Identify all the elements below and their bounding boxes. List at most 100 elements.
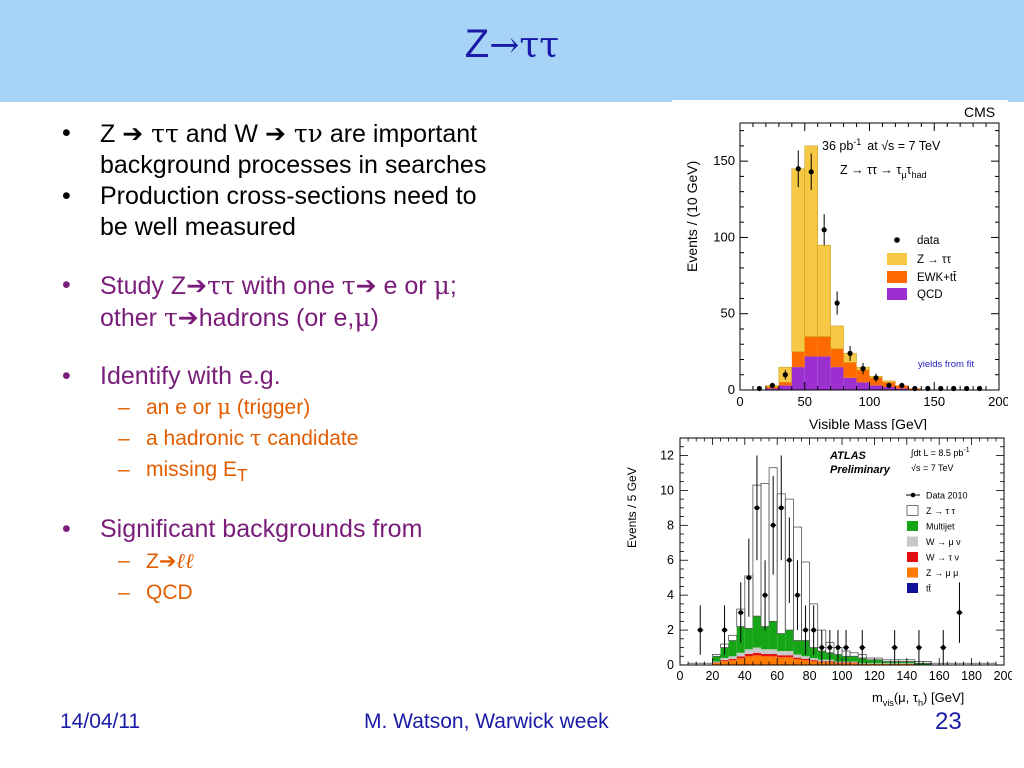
atlas-y-tick-label: 8 — [667, 518, 674, 532]
atlas-y-tick-label: 6 — [667, 553, 674, 567]
atlas-lumi: ∫dt L = 8.5 pb-1 — [910, 447, 970, 458]
atlas-data-point — [746, 575, 752, 581]
atlas-wmunu-bar — [777, 651, 786, 656]
cms-data-point — [808, 169, 814, 175]
cms-ewk-bar — [804, 336, 818, 357]
atlas-wtaunu-bar — [809, 660, 818, 662]
cms-data-point — [951, 385, 957, 392]
atlas-zmumu-bar — [720, 661, 729, 665]
cms-data-point — [860, 366, 866, 372]
cms-ewk-bar — [843, 362, 857, 378]
atlas-data-point — [803, 627, 808, 633]
cms-ztt-bar — [817, 244, 831, 337]
atlas-ztt-bar — [882, 659, 892, 662]
sub-bullet-z-ll: – Z➔ℓℓ — [118, 548, 195, 574]
cms-qcd-bar — [817, 356, 831, 390]
cms-ewk-bar — [830, 348, 844, 368]
atlas-multijet-bar — [769, 621, 778, 650]
atlas-legend-swatch — [906, 505, 919, 516]
cms-qcd-bar — [830, 367, 844, 390]
cms-data-point — [925, 385, 931, 392]
cms-data-point — [886, 382, 892, 389]
title-bar — [0, 0, 1024, 102]
atlas-x-tick-label: 200 — [994, 669, 1012, 683]
atlas-wtaunu-bar — [752, 652, 761, 656]
atlas-wtaunu-bar — [712, 662, 721, 664]
atlas-y-tick-label: 2 — [667, 623, 674, 637]
cms-data-point — [847, 350, 853, 356]
atlas-ztt-bar — [898, 659, 908, 662]
atlas-zmumu-bar — [850, 663, 859, 665]
atlas-wmunu-bar — [720, 658, 729, 661]
atlas-wmunu-bar — [898, 663, 907, 664]
cms-process: Z → ττ → τμτhad — [840, 163, 927, 180]
cms-legend-label: data — [917, 235, 940, 247]
atlas-zmumu-bar — [777, 657, 786, 665]
cms-data-point — [821, 227, 827, 233]
atlas-zmumu-bar — [744, 656, 753, 665]
atlas-zmumu-bar — [736, 658, 745, 665]
atlas-multijet-bar — [850, 656, 859, 662]
atlas-data-point — [795, 592, 800, 598]
bullet-significant-backgrounds: • Significant backgrounds from — [62, 515, 423, 544]
footer-author: M. Watson, Warwick week — [364, 710, 609, 733]
atlas-x-tick-label: 80 — [803, 669, 817, 683]
atlas-multijet-bar — [874, 659, 883, 664]
atlas-data-point — [819, 645, 825, 650]
cms-y-tick-label: 50 — [721, 306, 735, 321]
atlas-x-tick-label: 120 — [864, 669, 885, 683]
atlas-wmunu-bar — [874, 663, 883, 664]
atlas-wmunu-bar — [712, 661, 721, 663]
atlas-legend-label: Multijet — [926, 522, 955, 532]
cms-qcd-bar — [895, 388, 909, 390]
slide-title: Z→ττ — [464, 22, 560, 66]
atlas-label: ATLAS — [829, 450, 867, 462]
atlas-legend-label: W → μ ν — [926, 537, 961, 547]
atlas-wmunu-bar — [728, 656, 737, 659]
atlas-wmunu-bar — [736, 652, 745, 657]
atlas-x-tick-label: 0 — [677, 669, 684, 683]
atlas-data-point — [811, 627, 817, 633]
bullet-identify: • Identify with e.g. — [62, 362, 281, 390]
atlas-multijet-bar — [728, 640, 737, 657]
atlas-legend-label: Z → μ μ — [926, 568, 958, 578]
atlas-data-point — [786, 557, 792, 563]
atlas-zmumu-bar — [793, 659, 802, 665]
cms-note: yields from fit — [918, 359, 974, 370]
atlas-wmunu-bar — [809, 658, 818, 661]
atlas-x-tick-label: 100 — [832, 669, 853, 683]
atlas-legend-label: Data 2010 — [926, 491, 968, 501]
bullet-list: • Z ➔ ττ and W ➔ τν are important backgr… — [58, 118, 618, 608]
cms-qcd-bar — [804, 356, 818, 390]
atlas-ztt-bar — [849, 652, 859, 657]
atlas-multijet-bar — [898, 661, 907, 664]
atlas-data-point — [916, 645, 922, 650]
cms-chart: CMS 0 50 100 150 200 0 50 100 150 data Z → ττ EWK+t… — [672, 100, 1008, 432]
cms-data-point — [976, 385, 983, 392]
sub-bullet-hadronic-tau: – a hadronic τ candidate — [118, 426, 359, 450]
atlas-multijet-bar — [923, 663, 932, 665]
atlas-wmunu-bar — [850, 661, 859, 663]
footer-page-number: 23 — [935, 708, 962, 735]
cms-data-point — [873, 375, 879, 381]
cms-ylabel: Events / (10 GeV) — [684, 161, 700, 272]
atlas-legend-label: tt̄ — [926, 584, 932, 594]
atlas-x-tick-label: 20 — [705, 669, 719, 683]
cms-qcd-bar — [843, 377, 857, 390]
cms-y-tick-label: 150 — [713, 153, 735, 168]
atlas-zmumu-bar — [728, 660, 737, 665]
atlas-ylabel: Events / 5 GeV — [625, 467, 639, 548]
atlas-y-tick-label: 4 — [667, 588, 674, 602]
cms-ewk-bar — [778, 382, 792, 386]
cms-qcd-bar — [869, 385, 883, 390]
cms-x-tick-label: 150 — [923, 394, 945, 409]
atlas-data-point — [843, 645, 849, 650]
atlas-y-tick-label: 10 — [660, 483, 674, 497]
atlas-multijet-bar — [906, 661, 915, 664]
atlas-wmunu-bar — [769, 649, 778, 654]
atlas-wmunu-bar — [906, 663, 915, 664]
bullet-backgrounds-z-w: • Z ➔ ττ and W ➔ τν are important backgr… — [62, 119, 487, 179]
atlas-chart: 0 20 40 60 80 100 120 140 160 180 200 0 2 4 6 8 10 12 Data… — [618, 430, 1012, 708]
atlas-wmunu-bar — [744, 649, 753, 654]
atlas-x-tick-label: 160 — [929, 669, 950, 683]
